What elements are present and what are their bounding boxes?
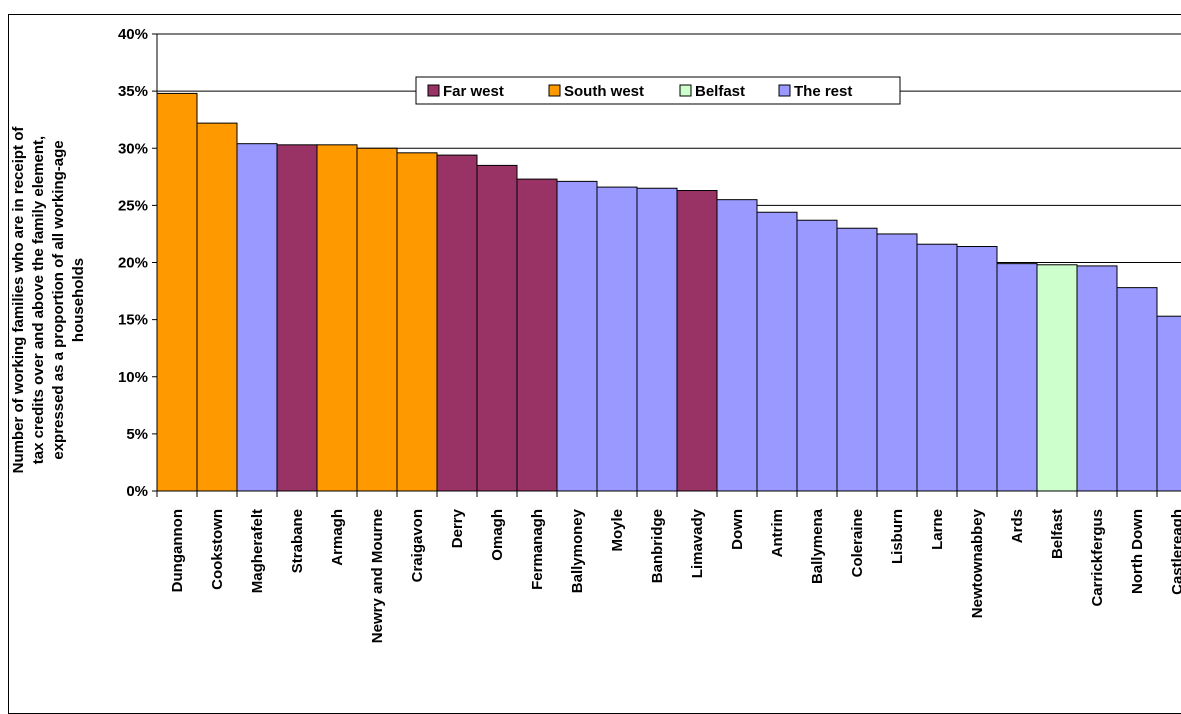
y-tick-label: 40% — [118, 26, 148, 43]
bar — [676, 190, 718, 492]
y-tick-label: 20% — [118, 255, 148, 272]
bar — [796, 219, 838, 492]
bar — [916, 243, 958, 492]
legend-box — [415, 76, 901, 105]
x-tick-label: Ards — [1009, 509, 1026, 543]
bar — [276, 144, 318, 492]
bar — [716, 199, 758, 492]
y-tick-label: 5% — [126, 426, 148, 443]
bar — [996, 263, 1038, 492]
x-tick-label: Craigavon — [409, 509, 426, 582]
y-axis-label-line: Number of working families who are in re… — [10, 126, 27, 474]
bar — [156, 92, 198, 492]
bar — [1036, 264, 1078, 492]
legend-swatch — [778, 84, 791, 97]
y-axis-label-line: households — [70, 258, 87, 342]
y-axis-label: Number of working families who are in re… — [10, 126, 87, 474]
bar — [316, 144, 358, 492]
bar — [396, 152, 438, 492]
x-tick-label: Ballymena — [809, 508, 826, 584]
legend-label: The rest — [794, 83, 852, 100]
x-tick-label: Newtownabbey — [969, 508, 986, 618]
legend-label: South west — [564, 83, 644, 100]
x-tick-label: Castlereagh — [1169, 509, 1181, 595]
x-tick-label: Moyle — [609, 509, 626, 552]
bar — [516, 178, 558, 492]
x-tick-label: Armagh — [329, 509, 346, 566]
bar — [556, 180, 598, 492]
bar — [596, 186, 638, 492]
x-tick-label: Larne — [929, 509, 946, 550]
bar — [236, 143, 278, 492]
x-tick-label: Strabane — [289, 509, 306, 573]
x-tick-label: Banbridge — [649, 509, 666, 583]
bars — [156, 92, 1181, 492]
x-tick-label: Omagh — [489, 509, 506, 561]
bar — [476, 164, 518, 492]
bar — [636, 187, 678, 492]
y-tick-label: 35% — [118, 83, 148, 100]
x-tick-label: Limavady — [689, 508, 706, 578]
x-tick-label: Newry and Mourne — [369, 509, 386, 643]
bar — [1116, 287, 1158, 492]
x-tick-label: North Down — [1129, 509, 1146, 594]
y-tick-label: 10% — [118, 369, 148, 386]
x-tick-label: Ballymoney — [569, 508, 586, 593]
y-tick-label: 0% — [126, 483, 148, 500]
bar — [196, 122, 238, 492]
y-axis-label-line: expressed as a proportion of all working… — [50, 140, 67, 459]
legend: Far west South west Belfast The rest — [415, 76, 901, 105]
y-tick-label: 15% — [118, 312, 148, 329]
x-tick-label: Antrim — [769, 509, 786, 557]
legend-label: Belfast — [695, 83, 745, 100]
y-axis-label-line: tax credits over and above the family el… — [30, 136, 47, 464]
legend-label: Far west — [443, 83, 504, 100]
bar — [1076, 265, 1118, 492]
x-tick-label: Dungannon — [169, 509, 186, 592]
legend-swatch — [679, 84, 692, 97]
bar — [756, 211, 798, 492]
x-tick-labels: Dungannon Cookstown Magherafelt Strabane Arm… — [169, 508, 1181, 643]
y-tick-labels: 0% 5% 10% 15% 20% 25% 30% 35% 40% — [118, 26, 148, 500]
x-tick-label: Carrickfergus — [1089, 509, 1106, 607]
y-tick-label: 25% — [118, 197, 148, 214]
bar — [436, 154, 478, 492]
legend-swatch — [427, 84, 440, 97]
bar — [356, 147, 398, 492]
x-tick-label: Derry — [449, 508, 466, 548]
x-tick-label: Down — [729, 509, 746, 550]
bar — [836, 227, 878, 492]
x-tick-label: Magherafelt — [249, 509, 266, 593]
axes — [152, 33, 1181, 497]
legend-swatch — [548, 84, 561, 97]
bar — [1156, 315, 1181, 492]
bar — [956, 246, 998, 492]
x-tick-label: Fermanagh — [529, 509, 546, 590]
x-tick-label: Coleraine — [849, 509, 866, 577]
x-tick-label: Belfast — [1049, 509, 1066, 559]
x-tick-label: Cookstown — [209, 509, 226, 590]
y-tick-label: 30% — [118, 140, 148, 157]
x-tick-label: Lisburn — [889, 509, 906, 564]
bar — [876, 233, 918, 492]
